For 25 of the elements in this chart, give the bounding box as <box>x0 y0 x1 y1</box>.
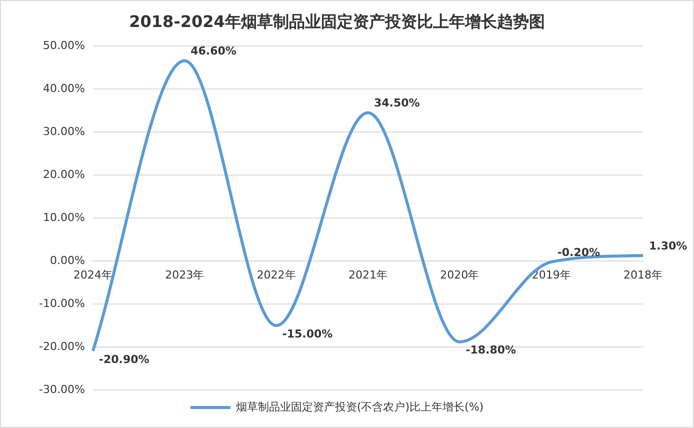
y-tick-label: 30.00% <box>42 125 85 138</box>
data-label: -0.20% <box>557 246 600 259</box>
x-tick-label: 2019年 <box>532 268 571 282</box>
x-tick-label: 2024年 <box>73 268 112 282</box>
y-tick-label: -30.00% <box>38 382 85 396</box>
y-tick-label: -10.00% <box>38 296 85 310</box>
y-tick-label: 10.00% <box>42 210 85 224</box>
data-label: 34.50% <box>374 96 420 110</box>
chart-title: 2018-2024年烟草制品业固定资产投资比上年增长趋势图 <box>129 12 545 31</box>
legend-label: 烟草制品业固定资产投资(不含农户)比上年增长(%) <box>236 400 484 414</box>
y-tick-label: -20.00% <box>38 340 85 353</box>
y-tick-label: 0.00% <box>50 254 85 267</box>
x-tick-label: 2021年 <box>348 268 388 282</box>
x-tick-label: 2020年 <box>440 268 480 282</box>
data-label: -18.80% <box>466 344 516 357</box>
y-tick-label: 20.00% <box>42 168 85 181</box>
x-tick-label: 2023年 <box>165 268 204 282</box>
x-tick-label: 2022年 <box>256 268 296 282</box>
data-label: -15.00% <box>282 327 333 340</box>
x-tick-label: 2018年 <box>624 268 662 282</box>
y-tick-label: 50.00% <box>42 39 85 52</box>
y-tick-label: 40.00% <box>42 82 85 96</box>
data-label: -20.90% <box>98 352 150 366</box>
data-label: 46.60% <box>190 44 236 58</box>
data-label: 1.30% <box>649 239 688 252</box>
